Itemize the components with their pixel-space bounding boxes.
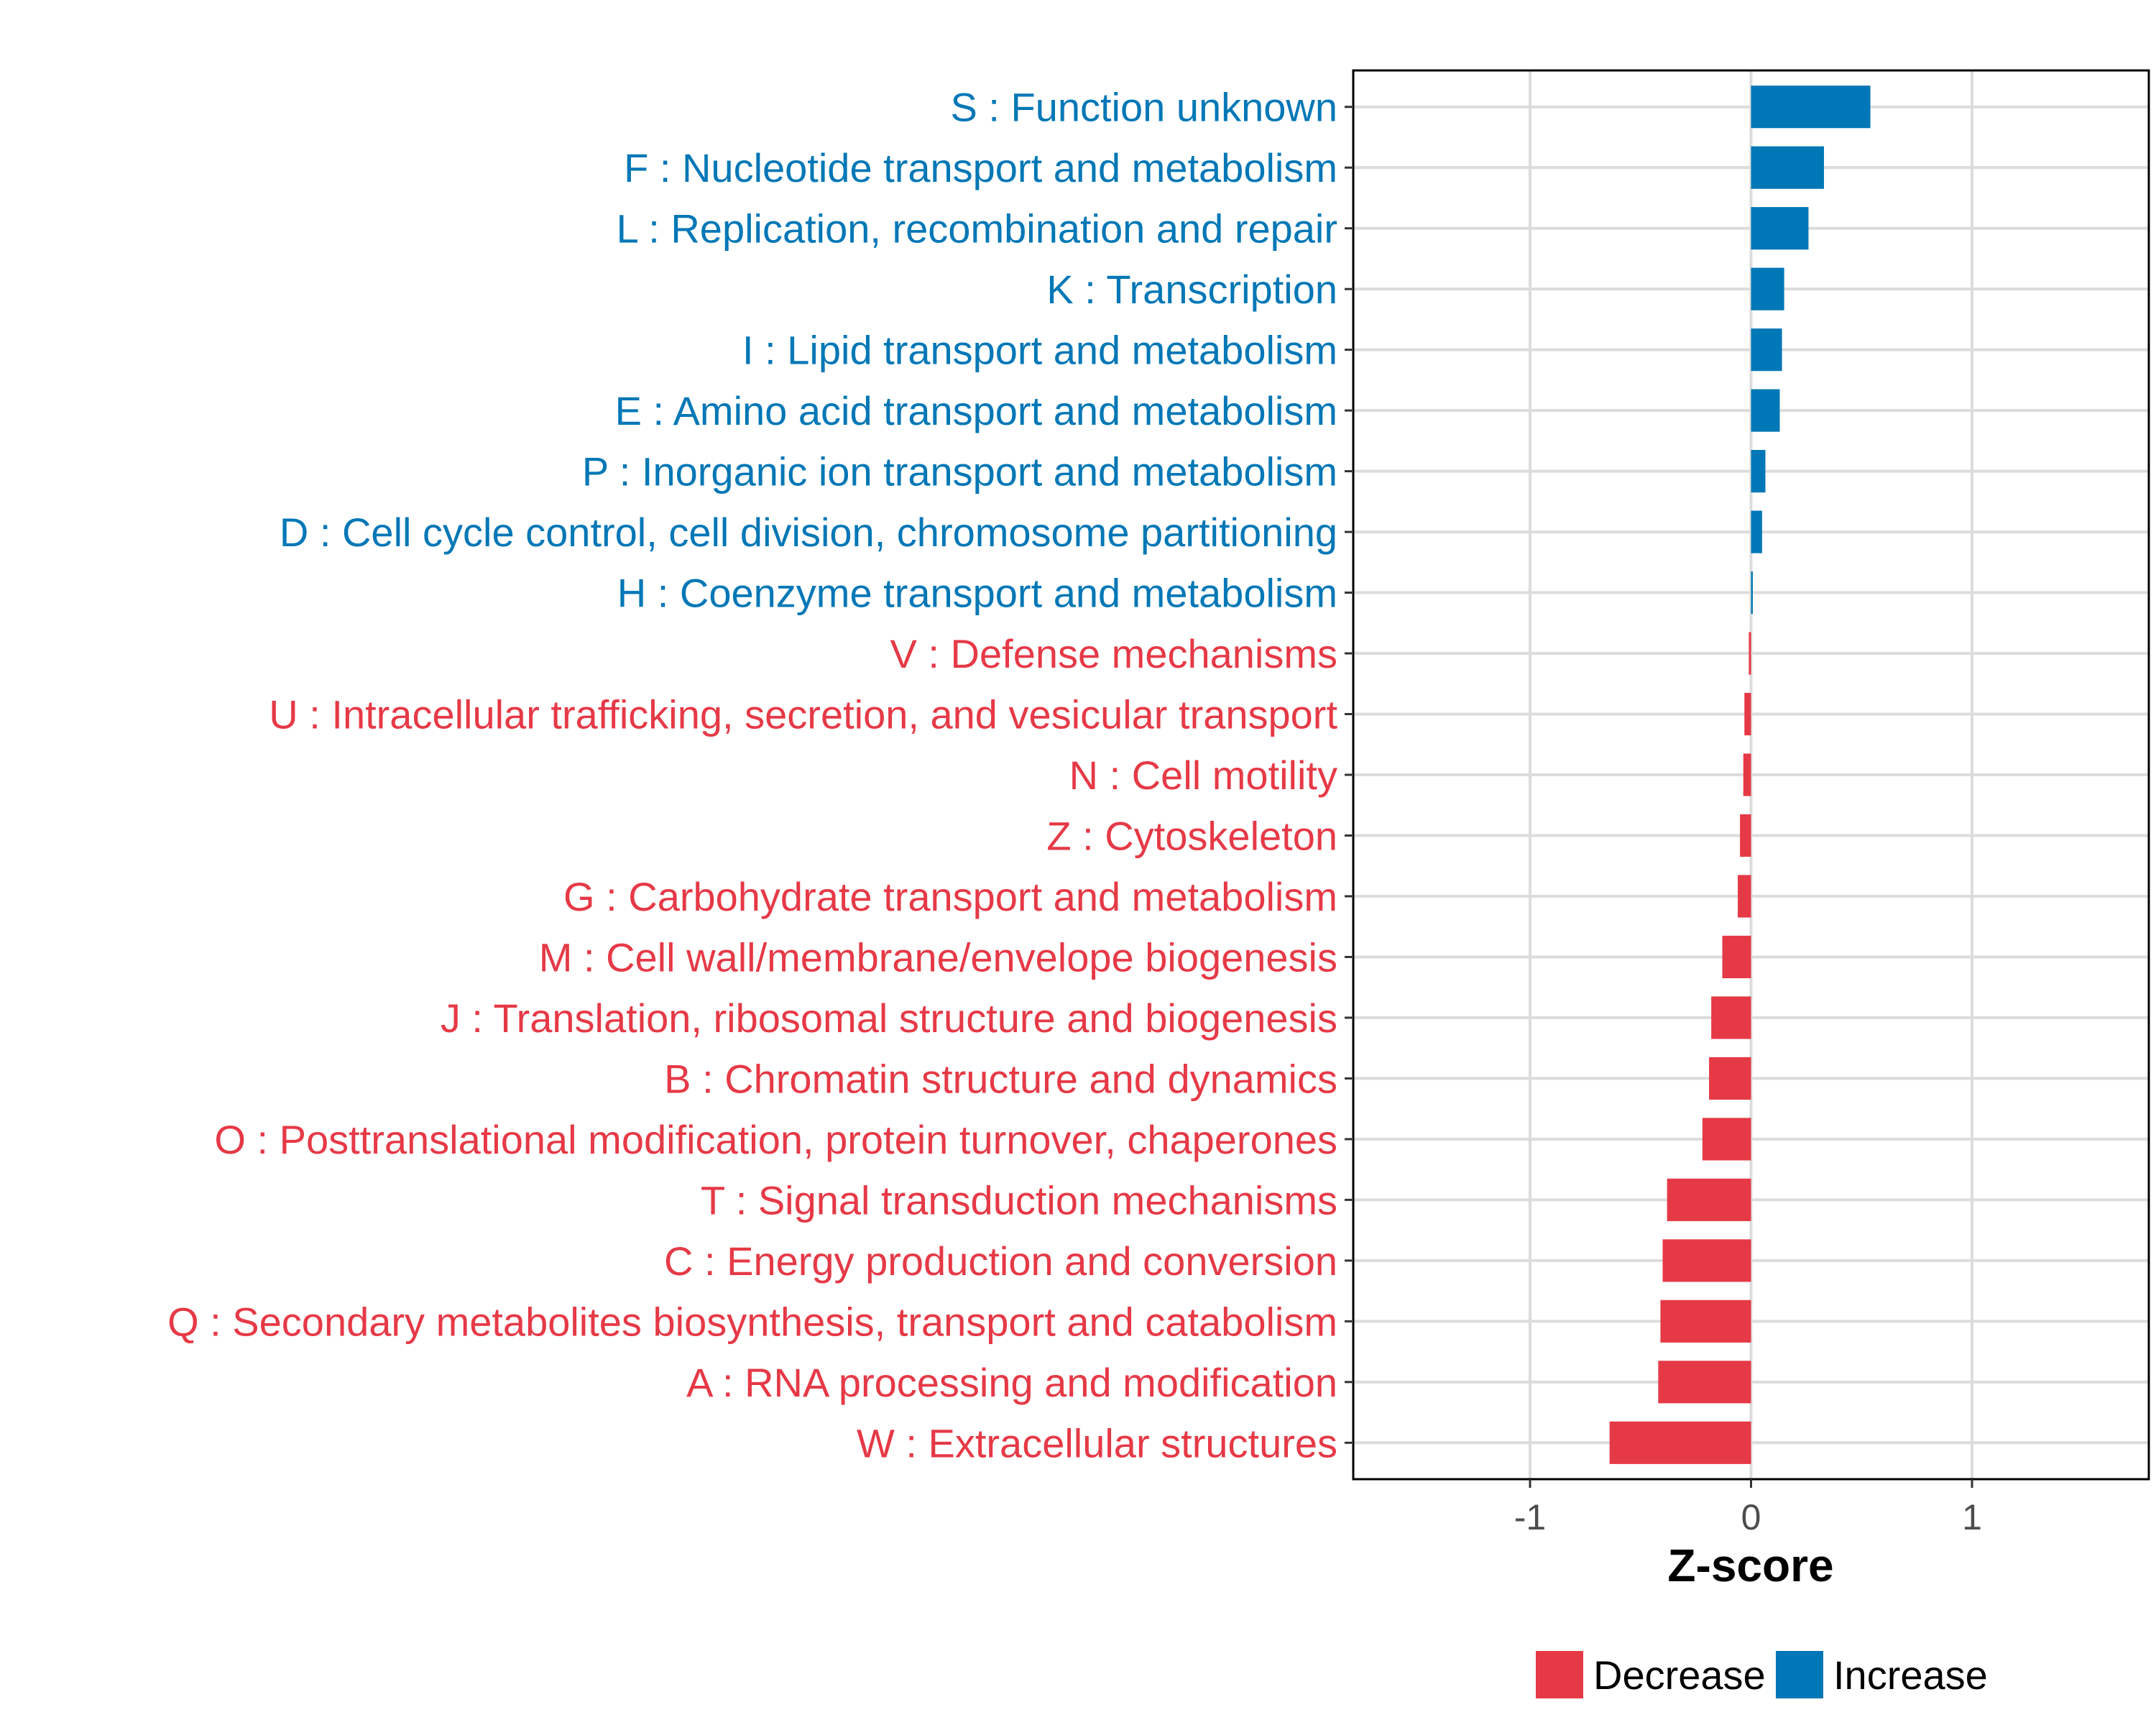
bar: [1751, 267, 1784, 310]
bar: [1709, 1057, 1751, 1100]
bar: [1660, 1300, 1751, 1343]
bar: [1749, 632, 1751, 675]
category-label: K : Transcription: [1046, 267, 1337, 312]
bar: [1609, 1421, 1751, 1464]
category-label: G : Carbohydrate transport and metabolis…: [563, 874, 1337, 919]
category-label: C : Energy production and conversion: [664, 1238, 1337, 1284]
bars: [1609, 86, 1871, 1464]
category-label: T : Signal transduction mechanisms: [701, 1177, 1337, 1223]
category-label: W : Extracellular structures: [857, 1420, 1337, 1466]
category-label: P : Inorganic ion transport and metaboli…: [582, 449, 1337, 494]
bar: [1751, 328, 1782, 372]
category-label: B : Chromatin structure and dynamics: [664, 1056, 1337, 1101]
category-label: S : Function unknown: [950, 85, 1337, 130]
category-label: F : Nucleotide transport and metabolism: [624, 145, 1337, 190]
category-label: V : Defense mechanisms: [890, 631, 1337, 676]
bar: [1738, 875, 1751, 918]
bar: [1667, 1178, 1751, 1221]
category-label: J : Translation, ribosomal structure and…: [441, 995, 1337, 1041]
bar: [1743, 753, 1751, 796]
bar: [1658, 1361, 1751, 1404]
legend-key: [1536, 1651, 1583, 1698]
x-tick-label: -1: [1514, 1497, 1546, 1537]
bar: [1751, 207, 1809, 250]
category-label: M : Cell wall/membrane/envelope biogenes…: [539, 934, 1337, 980]
legend: Decrease Increase: [1536, 1651, 1988, 1698]
bar: [1751, 571, 1753, 615]
category-label: D : Cell cycle control, cell division, c…: [280, 510, 1337, 555]
bar: [1751, 510, 1762, 553]
bar: [1662, 1239, 1751, 1282]
category-labels: S : Function unknown F : Nucleotide trans…: [167, 85, 1353, 1466]
bar: [1740, 814, 1751, 857]
bar: [1751, 389, 1780, 432]
category-label: U : Intracellular trafficking, secretion…: [269, 692, 1337, 737]
legend-key: [1776, 1651, 1823, 1698]
category-label: Q : Secondary metabolites biosynthesis, …: [167, 1299, 1337, 1344]
category-label: I : Lipid transport and metabolism: [742, 328, 1337, 373]
bar: [1751, 450, 1766, 493]
category-label: E : Amino acid transport and metabolism: [615, 388, 1337, 433]
bar: [1751, 146, 1824, 189]
x-axis-ticks: -1 0 1: [1514, 1479, 1982, 1537]
category-label: H : Coenzyme transport and metabolism: [617, 571, 1337, 616]
category-label: A : RNA processing and modification: [686, 1360, 1337, 1405]
x-tick-label: 1: [1962, 1497, 1982, 1537]
bar: [1744, 692, 1751, 736]
category-label: O : Posttranslational modification, prot…: [214, 1117, 1337, 1162]
category-label: Z : Cytoskeleton: [1046, 813, 1337, 858]
x-tick-label: 0: [1741, 1497, 1761, 1537]
bar: [1702, 1118, 1751, 1161]
x-axis-title: Z-score: [1667, 1540, 1833, 1591]
bar: [1711, 996, 1751, 1039]
category-label: N : Cell motility: [1069, 753, 1337, 798]
legend-label: Decrease: [1593, 1652, 1766, 1698]
bar: [1751, 86, 1871, 129]
bar: [1722, 935, 1751, 979]
category-label: L : Replication, recombination and repai…: [617, 206, 1337, 252]
legend-label: Increase: [1833, 1652, 1988, 1698]
